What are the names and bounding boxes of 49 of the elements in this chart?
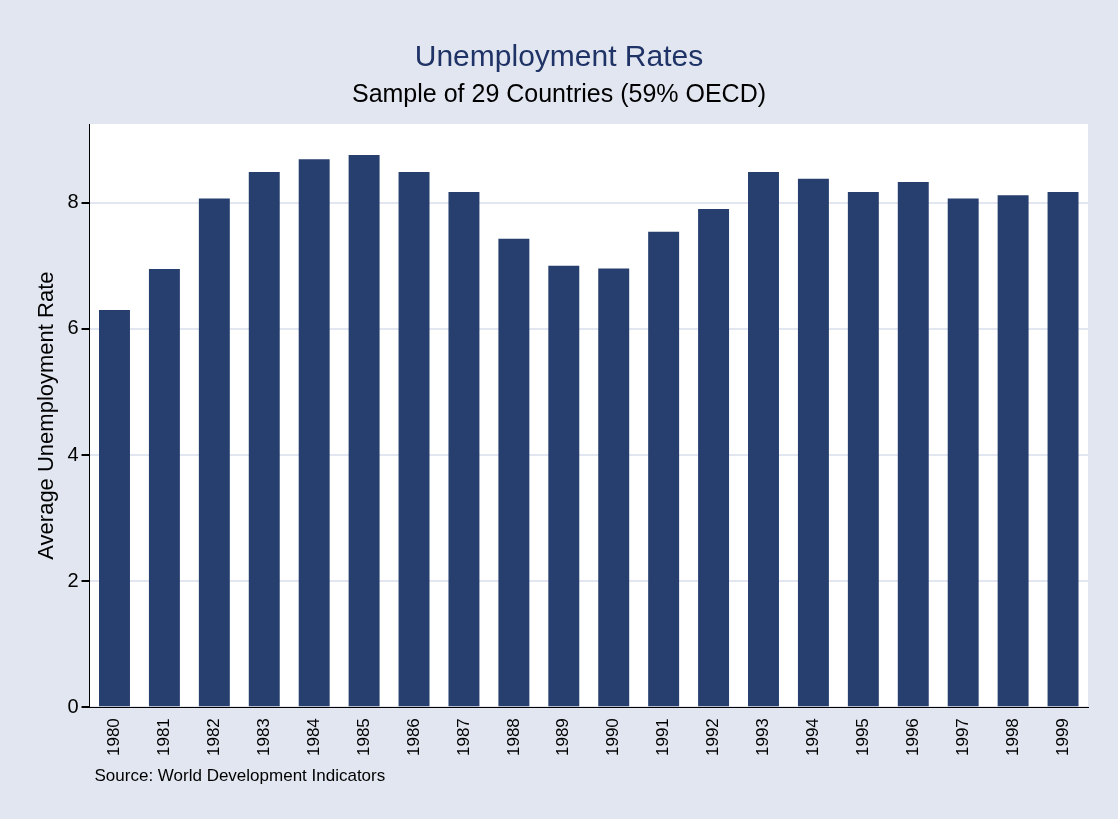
x-tick-label: 1990 [603, 718, 623, 757]
bar [698, 209, 730, 707]
bar [198, 198, 230, 707]
bar [648, 231, 680, 707]
chart-title: Unemployment Rates [414, 39, 704, 73]
bar [598, 268, 630, 707]
x-tick-label: 1981 [154, 718, 174, 757]
y-tick-label: 4 [67, 442, 79, 465]
bar [298, 159, 330, 707]
bar [248, 171, 280, 707]
x-tick-label: 1992 [703, 718, 723, 757]
y-axis-title: Average Unemployment Rate [33, 271, 59, 560]
bar [897, 182, 929, 707]
x-tick-label: 1980 [104, 718, 124, 757]
chart-subtitle: Sample of 29 Countries (59% OECD) [351, 78, 767, 107]
x-tick-label: 1989 [553, 718, 573, 757]
bar [548, 265, 580, 707]
bar [748, 171, 779, 707]
bar [947, 198, 979, 707]
x-tick-label: 1983 [253, 718, 273, 757]
x-tick-label: 1985 [353, 718, 373, 757]
x-tick-label: 1997 [952, 718, 972, 757]
bar [498, 238, 530, 707]
x-tick-label: 1984 [303, 718, 323, 757]
y-tick-label: 8 [67, 190, 79, 213]
bar [148, 269, 180, 707]
x-tick-label: 1982 [204, 718, 224, 757]
x-tick-label: 1988 [503, 718, 523, 757]
bar [99, 309, 130, 707]
x-tick-label: 1999 [1052, 718, 1072, 757]
source-note: Source: World Development Indicators [94, 766, 386, 785]
bar [448, 192, 480, 707]
x-tick-label: 1996 [902, 718, 922, 757]
bar [398, 171, 430, 707]
bar [847, 192, 879, 707]
bar [797, 178, 829, 707]
x-tick-label: 1995 [853, 718, 873, 757]
y-tick-label: 6 [67, 316, 79, 339]
x-tick-label: 1987 [453, 718, 473, 757]
bar [348, 154, 380, 707]
x-tick-label: 1986 [403, 718, 423, 757]
bar [1047, 192, 1079, 707]
x-tick-label: 1994 [803, 718, 823, 757]
bar [997, 195, 1029, 707]
x-tick-label: 1993 [753, 718, 773, 757]
x-tick-label: 1998 [1002, 718, 1022, 757]
x-tick-label: 1991 [653, 718, 673, 757]
y-tick-label: 0 [67, 694, 79, 717]
y-tick-label: 2 [67, 568, 79, 591]
